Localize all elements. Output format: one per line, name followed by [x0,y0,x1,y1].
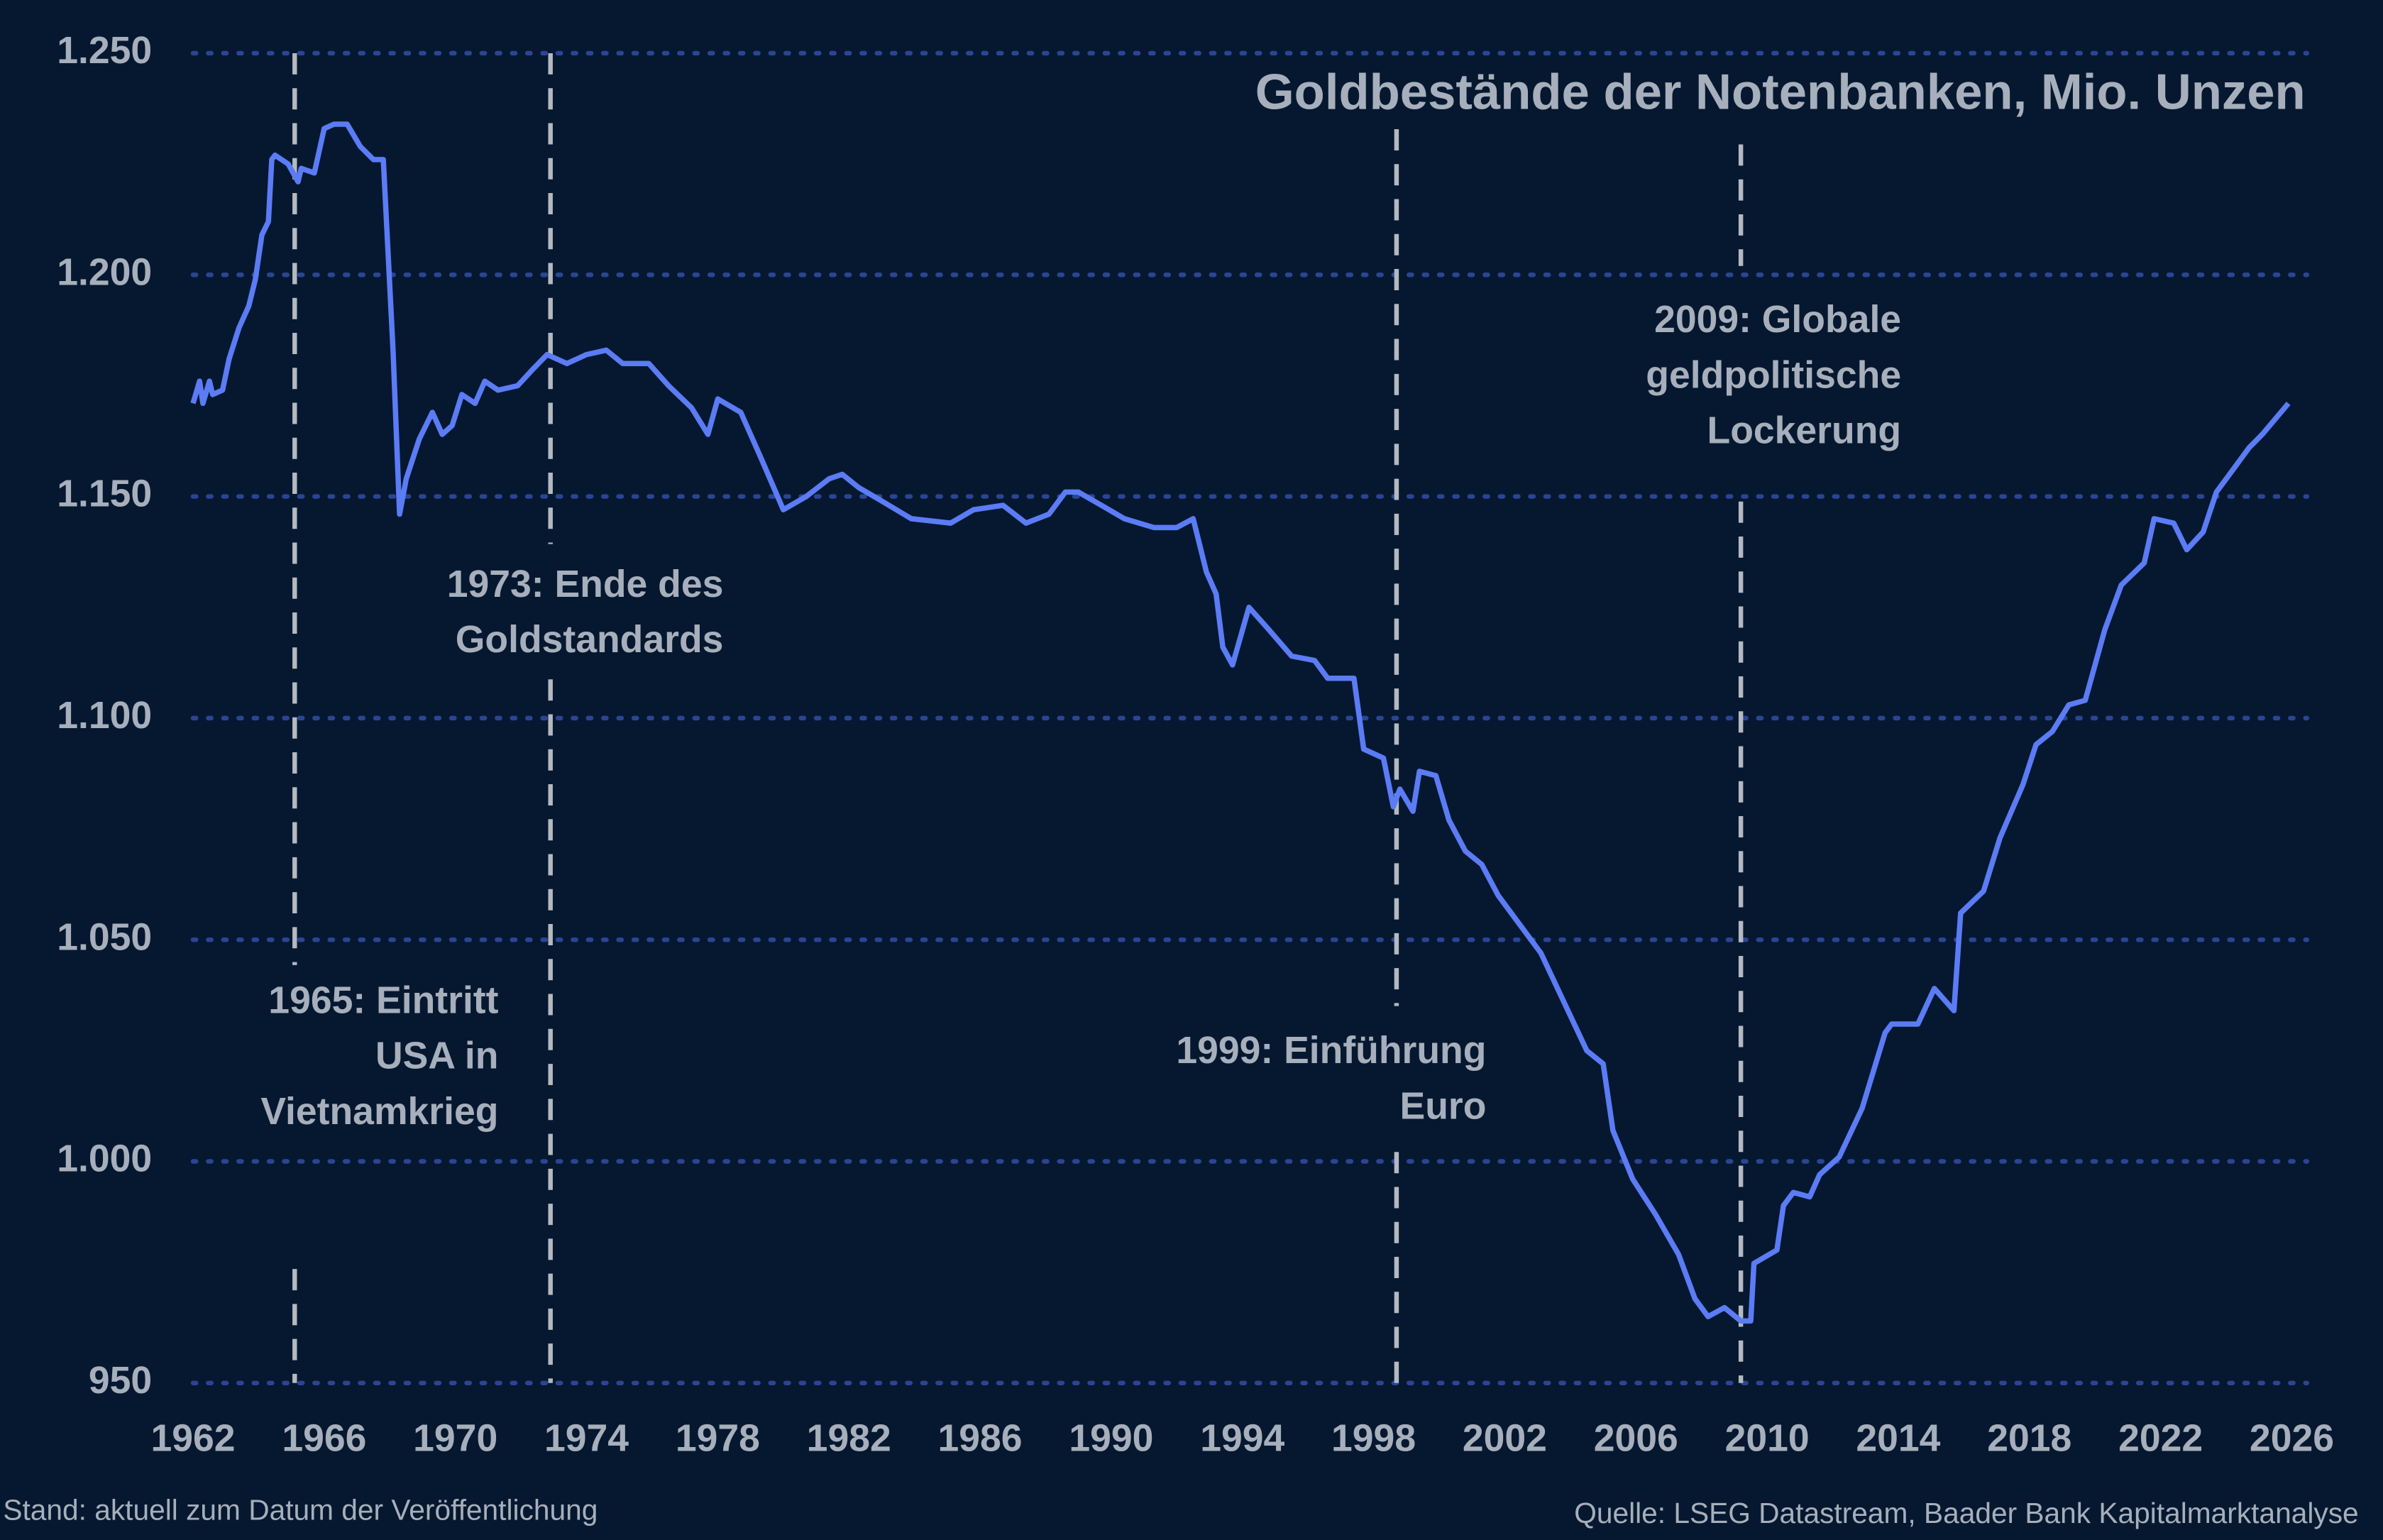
x-tick-label: 1998 [1331,1417,1416,1459]
y-tick-label: 1.000 [57,1138,152,1180]
y-tick-label: 1.150 [57,473,152,515]
annotation-text: geldpolitische [1646,354,1901,396]
chart-title: Goldbestände der Notenbanken, Mio. Unzen [1255,64,2306,120]
x-tick-label: 2002 [1463,1417,1547,1459]
x-tick-label: 1970 [413,1417,497,1459]
x-tick-label: 1966 [282,1417,366,1459]
x-tick-label: 2018 [1987,1417,2071,1459]
annotation-text: Euro [1400,1085,1487,1127]
x-tick-label: 1982 [807,1417,891,1459]
y-tick-label: 1.250 [57,30,152,72]
annotation-text: 1973: Ende des [447,563,724,605]
x-tick-label: 1974 [544,1417,629,1459]
annotation-text: 2009: Globale [1654,299,1901,341]
data-line [190,121,2291,1324]
y-tick-label: 950 [89,1360,152,1402]
y-tick-label: 1.050 [57,916,152,958]
x-tick-label: 1994 [1200,1417,1284,1459]
source: Quelle: LSEG Datastream, Baader Bank Kap… [1574,1497,2358,1529]
x-tick-label: 1986 [938,1417,1023,1459]
x-tick-label: 1990 [1069,1417,1153,1459]
x-tick-label: 1978 [676,1417,760,1459]
x-tick-label: 2010 [1725,1417,1810,1459]
x-tick-label: 2014 [1856,1417,1940,1459]
annotation-text: 1999: Einführung [1176,1030,1486,1072]
x-tick-label: 2026 [2250,1417,2334,1459]
x-tick-label: 2006 [1594,1417,1678,1459]
y-tick-label: 1.200 [57,251,152,293]
annotation-text: Goldstandards [456,619,724,661]
x-tick-label: 1962 [150,1417,235,1459]
annotation-text: Vietnamkrieg [260,1091,498,1133]
footnote: Stand: aktuell zum Datum der Veröffentli… [3,1494,598,1527]
y-tick-label: 1.100 [57,695,152,737]
annotation-text: Lockerung [1707,409,1902,451]
annotation-text: 1965: Eintritt [268,980,498,1022]
x-tick-label: 2022 [2118,1417,2203,1459]
annotation-text: USA in [375,1035,498,1077]
